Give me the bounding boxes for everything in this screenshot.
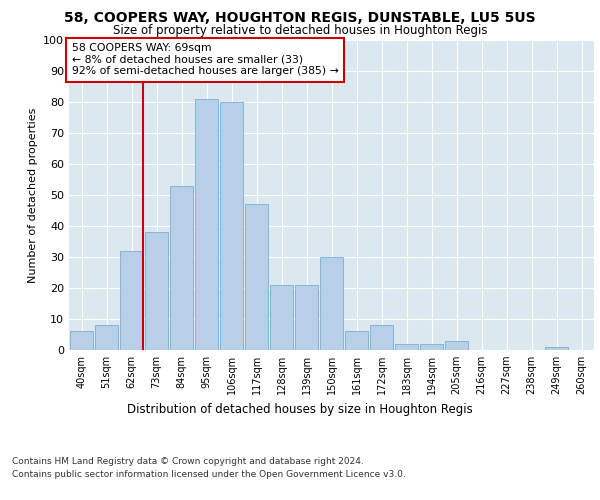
- Bar: [320, 257, 343, 350]
- Bar: [445, 340, 468, 350]
- Text: Distribution of detached houses by size in Houghton Regis: Distribution of detached houses by size …: [127, 402, 473, 415]
- Bar: [270, 285, 293, 350]
- Bar: [70, 332, 93, 350]
- Bar: [245, 204, 268, 350]
- Bar: [295, 285, 318, 350]
- Text: 58 COOPERS WAY: 69sqm
← 8% of detached houses are smaller (33)
92% of semi-detac: 58 COOPERS WAY: 69sqm ← 8% of detached h…: [71, 43, 338, 76]
- Text: Contains HM Land Registry data © Crown copyright and database right 2024.: Contains HM Land Registry data © Crown c…: [12, 458, 364, 466]
- Text: Contains public sector information licensed under the Open Government Licence v3: Contains public sector information licen…: [12, 470, 406, 479]
- Bar: [345, 332, 368, 350]
- Y-axis label: Number of detached properties: Number of detached properties: [28, 108, 38, 282]
- Bar: [195, 99, 218, 350]
- Bar: [370, 325, 393, 350]
- Bar: [120, 251, 143, 350]
- Bar: [545, 347, 568, 350]
- Bar: [420, 344, 443, 350]
- Text: 58, COOPERS WAY, HOUGHTON REGIS, DUNSTABLE, LU5 5US: 58, COOPERS WAY, HOUGHTON REGIS, DUNSTAB…: [64, 11, 536, 25]
- Bar: [170, 186, 193, 350]
- Bar: [395, 344, 418, 350]
- Bar: [220, 102, 243, 350]
- Text: Size of property relative to detached houses in Houghton Regis: Size of property relative to detached ho…: [113, 24, 487, 37]
- Bar: [95, 325, 118, 350]
- Bar: [145, 232, 168, 350]
